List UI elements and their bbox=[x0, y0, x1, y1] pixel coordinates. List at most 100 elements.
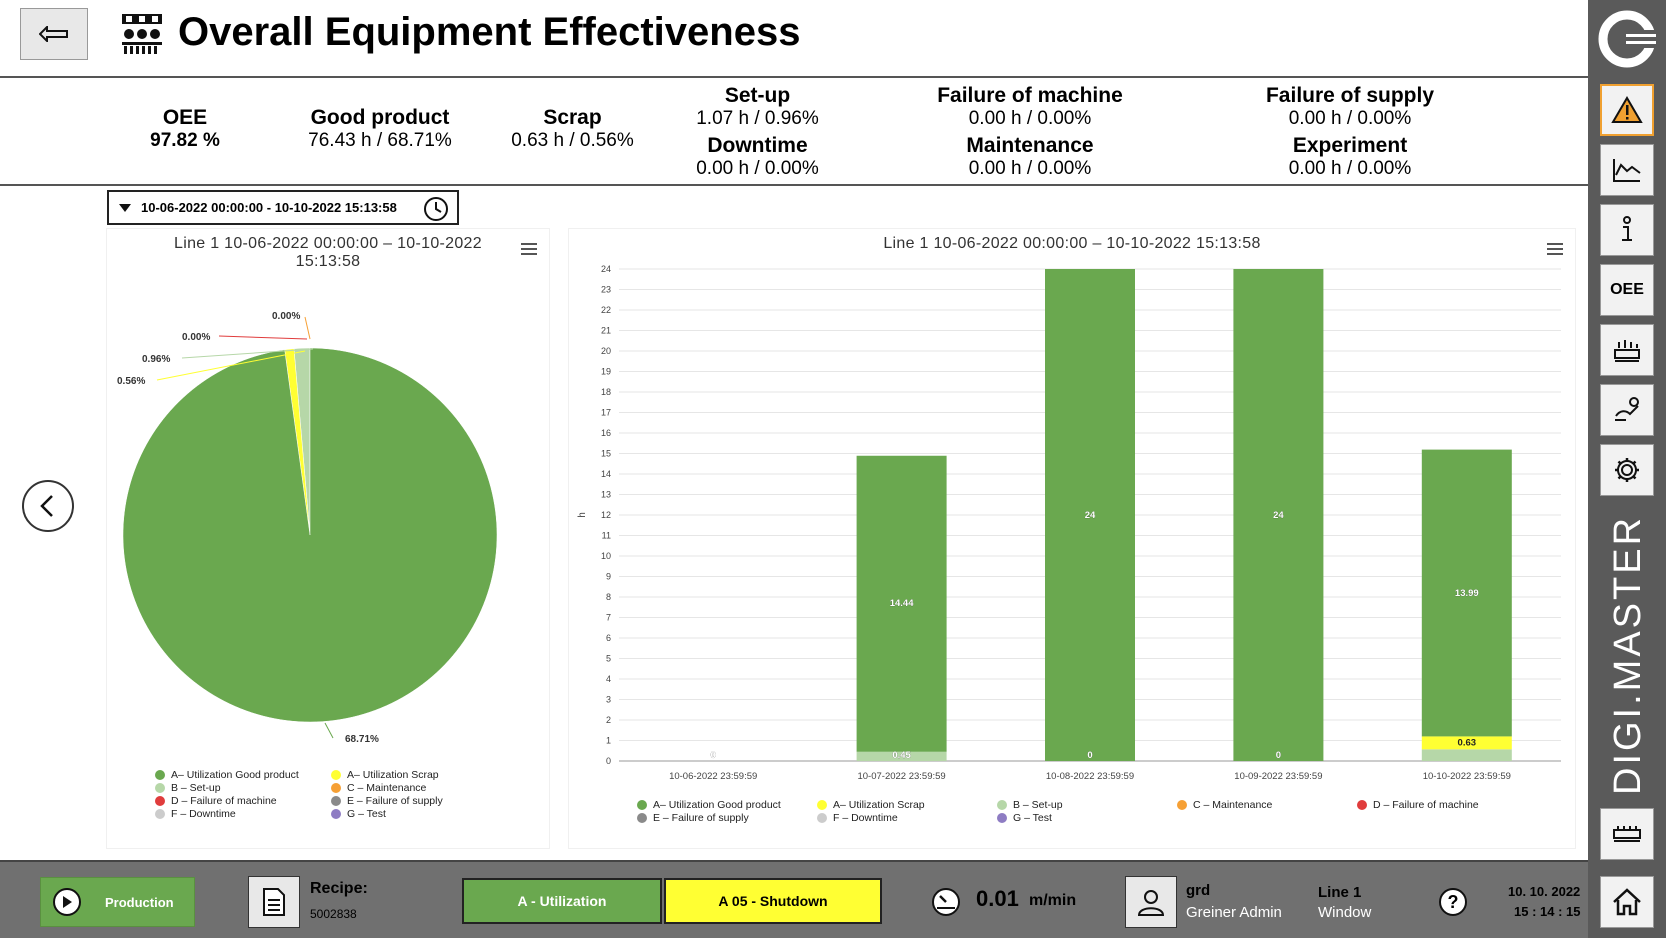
kpi-maintenance-label: Maintenance bbox=[966, 134, 1094, 157]
bar-chart-menu-icon[interactable] bbox=[1547, 243, 1563, 255]
legend-dot bbox=[331, 809, 341, 819]
clock-icon[interactable] bbox=[423, 196, 449, 222]
production-button[interactable]: Production bbox=[40, 877, 195, 927]
user-icon bbox=[1137, 890, 1165, 916]
kpi-experiment-label: Experiment bbox=[1292, 134, 1408, 157]
recipe-label: Recipe: bbox=[310, 880, 368, 897]
recipe-button[interactable] bbox=[248, 876, 300, 928]
kpi-setup-label: Set-up bbox=[724, 84, 791, 107]
x-tick-label: 10-06-2022 23:59:59 bbox=[669, 771, 757, 782]
pie-leader-line bbox=[156, 350, 306, 381]
previous-page-button[interactable] bbox=[22, 480, 74, 532]
date-range-picker[interactable]: 10-06-2022 00:00:00 - 10-10-2022 15:13:5… bbox=[107, 190, 459, 225]
pie-legend-item-b-set-up[interactable]: B – Set-up bbox=[155, 782, 221, 794]
sidebar-oee-button[interactable]: OEE bbox=[1600, 264, 1654, 316]
legend-label: G – Test bbox=[1013, 812, 1052, 824]
bar-chart: 0123456789101112131415161718192021222324… bbox=[577, 264, 1561, 782]
sidebar-alarm-button[interactable] bbox=[1600, 84, 1654, 136]
y-tick-label: 19 bbox=[601, 367, 611, 377]
legend-dot bbox=[155, 796, 165, 806]
caret-down-icon bbox=[119, 203, 131, 212]
pie-legend-item-c-maintenance[interactable]: C – Maintenance bbox=[331, 782, 426, 794]
help-button[interactable]: ? bbox=[1439, 888, 1467, 916]
sidebar-machine-button[interactable] bbox=[1600, 324, 1654, 376]
speedometer-icon bbox=[932, 888, 960, 916]
y-tick-label: 24 bbox=[601, 264, 611, 274]
kpi-oee: OEE 97.82 % bbox=[135, 106, 235, 152]
line-speed-unit: m/min bbox=[1029, 892, 1077, 909]
pie-legend-item-e-failure-of-supply[interactable]: E – Failure of supply bbox=[331, 795, 443, 807]
current-date: 10. 10. 2022 bbox=[1508, 884, 1581, 899]
back-button[interactable] bbox=[20, 8, 88, 60]
legend-dot bbox=[155, 809, 165, 819]
sidebar-service-button[interactable] bbox=[1600, 384, 1654, 436]
bar-legend-item-a-utilization-scrap[interactable]: A– Utilization Scrap bbox=[817, 799, 925, 811]
pie-chart-menu-icon[interactable] bbox=[521, 243, 537, 255]
status-shutdown[interactable]: A 05 - Shutdown bbox=[664, 878, 882, 924]
y-tick-label: 4 bbox=[606, 674, 611, 684]
status-utilization[interactable]: A - Utilization bbox=[462, 878, 662, 924]
bar-a-utilization-good-product[interactable] bbox=[856, 455, 947, 752]
pie-legend-item-g-test[interactable]: G – Test bbox=[331, 808, 386, 820]
production-label: Production bbox=[105, 894, 174, 910]
bar-data-label: 24 bbox=[1273, 510, 1284, 521]
legend-label: G – Test bbox=[347, 808, 386, 820]
bar-legend-item-c-maintenance[interactable]: C – Maintenance bbox=[1177, 799, 1272, 811]
kpi-setup: Set-up 1.07 h / 0.96% bbox=[680, 84, 835, 130]
line-speed-value: 0.01 bbox=[976, 886, 1019, 911]
pie-legend-item-d-failure-of-machine[interactable]: D – Failure of machine bbox=[155, 795, 277, 807]
line-name: Line 1 bbox=[1318, 884, 1362, 901]
kpi-failure-machine-label: Failure of machine bbox=[937, 84, 1123, 107]
sidebar-trend-button[interactable] bbox=[1600, 144, 1654, 196]
legend-dot bbox=[997, 800, 1007, 810]
bar-a-utilization-scrap[interactable] bbox=[1421, 736, 1512, 750]
x-tick-label: 10-08-2022 23:59:59 bbox=[1046, 771, 1134, 782]
legend-label: C – Maintenance bbox=[347, 782, 427, 794]
pie-chart-title-line2: 15:13:58 bbox=[295, 253, 361, 270]
bar-chart-title: Line 1 10-06-2022 00:00:00 – 10-10-2022 … bbox=[883, 235, 1261, 252]
bar-b-set-up[interactable] bbox=[856, 751, 947, 761]
kpi-downtime: Downtime 0.00 h / 0.00% bbox=[680, 134, 835, 180]
user-name: grd bbox=[1186, 882, 1211, 899]
bar-legend-item-a-utilization-good-product[interactable]: A– Utilization Good product bbox=[637, 799, 781, 811]
bar-a-utilization-good-product[interactable] bbox=[1421, 449, 1512, 737]
legend-label: B – Set-up bbox=[171, 782, 221, 794]
bar-legend-item-b-set-up[interactable]: B – Set-up bbox=[997, 799, 1063, 811]
bar-legend-item-f-downtime[interactable]: F – Downtime bbox=[817, 812, 898, 824]
pie-legend-item-f-downtime[interactable]: F – Downtime bbox=[155, 808, 236, 820]
bar-data-label: 14.44 bbox=[890, 598, 914, 609]
sidebar-line-button[interactable] bbox=[1600, 808, 1654, 860]
machine-icon bbox=[1614, 340, 1640, 362]
bar-data-label: 0 bbox=[1087, 750, 1092, 761]
x-tick-label: 10-07-2022 23:59:59 bbox=[857, 771, 945, 782]
y-tick-label: 16 bbox=[601, 428, 611, 438]
bar-a-utilization-good-product[interactable] bbox=[1233, 269, 1324, 761]
bar-legend-item-e-failure-of-supply[interactable]: E – Failure of supply bbox=[637, 812, 749, 824]
kpi-failure-machine-value: 0.00 h / 0.00% bbox=[968, 108, 1092, 129]
bar-legend-item-g-test[interactable]: G – Test bbox=[997, 812, 1052, 824]
bar-b-set-up[interactable] bbox=[1421, 749, 1512, 761]
user-button[interactable] bbox=[1125, 876, 1177, 928]
pie-legend-item-a-utilization-good-product[interactable]: A– Utilization Good product bbox=[155, 769, 299, 781]
digimaster-brand-text: DIGI.MASTER bbox=[1607, 520, 1649, 795]
date-range-value: 10-06-2022 00:00:00 - 10-10-2022 15:13:5… bbox=[141, 200, 397, 215]
bar-data-label: 0.63 bbox=[1458, 738, 1477, 749]
y-axis-label: h bbox=[577, 512, 588, 518]
y-tick-label: 5 bbox=[606, 654, 611, 664]
bar-a-utilization-good-product[interactable] bbox=[1045, 269, 1135, 761]
kpi-downtime-label: Downtime bbox=[707, 134, 808, 157]
y-tick-label: 2 bbox=[606, 715, 611, 725]
pie-data-label: 0.96% bbox=[142, 354, 170, 365]
bar-legend-item-d-failure-of-machine[interactable]: D – Failure of machine bbox=[1357, 799, 1479, 811]
pie-legend-item-a-utilization-scrap[interactable]: A– Utilization Scrap bbox=[331, 769, 439, 781]
legend-dot bbox=[817, 813, 827, 823]
sidebar-settings-button[interactable] bbox=[1600, 444, 1654, 496]
current-time: 15 : 14 : 15 bbox=[1514, 904, 1581, 919]
kpi-oee-label: OEE bbox=[162, 106, 208, 129]
legend-label: D – Failure of machine bbox=[171, 795, 277, 807]
home-button[interactable] bbox=[1600, 876, 1654, 928]
y-tick-label: 23 bbox=[601, 285, 611, 295]
sidebar-info-button[interactable] bbox=[1600, 204, 1654, 256]
pie-slice-a-utilization-good-product[interactable] bbox=[122, 347, 498, 723]
